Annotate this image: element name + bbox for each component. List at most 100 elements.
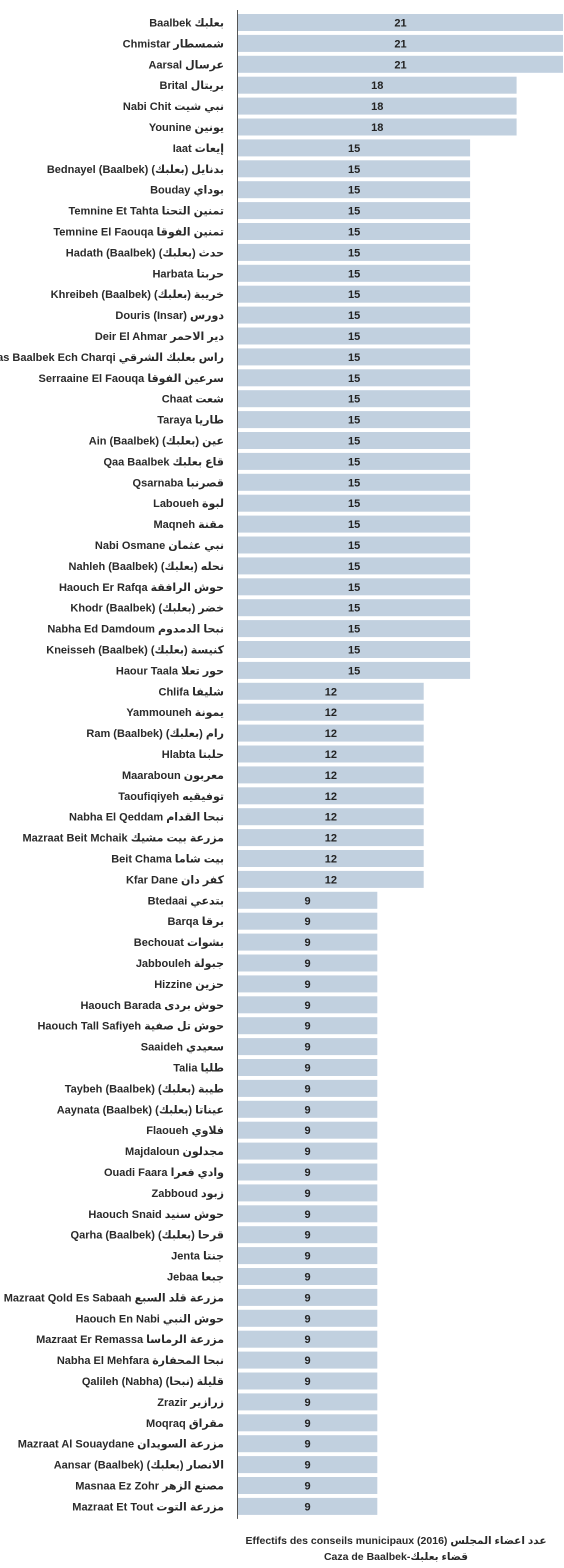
category-label: Chaat شعت (162, 394, 224, 406)
bar (238, 703, 424, 721)
value-label: 9 (305, 1397, 311, 1409)
bar (238, 1393, 378, 1411)
category-label: Saaideh سعيدي (141, 1042, 224, 1054)
value-labels-group: 21 21 21 18 18 18 15 15 15 15 15 15 15 15 15 15 15 15 15 15… (305, 18, 407, 1514)
category-label: Yammouneh يمونة (126, 707, 224, 719)
value-label: 15 (348, 519, 360, 531)
category-label: Qaa Baalbek قاع بعلبك (103, 456, 224, 468)
value-label: 15 (348, 206, 360, 218)
category-label: Baalbek بعلبك (149, 18, 224, 30)
category-label: Nabi Osmane نبي عثمان (95, 540, 224, 552)
value-label: 9 (305, 1188, 311, 1200)
bar (238, 348, 471, 366)
bar (238, 1121, 378, 1139)
bar (238, 1330, 378, 1348)
value-label: 9 (305, 1104, 311, 1116)
value-label: 15 (348, 373, 360, 385)
category-label: Jebaa جبعا (167, 1272, 224, 1284)
category-label: Harbata حربتا (152, 268, 224, 280)
category-label: Haouch Tall Safiyeh حوش تل صفية (37, 1021, 224, 1033)
value-label: 9 (305, 1209, 311, 1221)
value-label: 12 (325, 854, 337, 866)
bar (238, 620, 471, 638)
category-label: Ram (Baalbek) رام (بعلبك) (86, 728, 224, 740)
bar (238, 1163, 378, 1181)
category-labels-group: Baalbek بعلبك Chmistar شمسطار Aarsal عرسال… (0, 18, 225, 1514)
bar (238, 1059, 378, 1076)
category-label: Douris (Insar) دورس (115, 310, 224, 322)
bar (238, 766, 424, 784)
category-label: Mazraat Et Tout مزرعة التوت (72, 1501, 224, 1513)
category-label: Kneisseh (Baalbek) كنيسة (بعلبك) (46, 645, 224, 657)
chart-title-fr: Effectifs des conseils municipaux (2016) (245, 1535, 448, 1547)
value-label: 9 (305, 1272, 311, 1284)
bar (238, 285, 471, 303)
value-label: 15 (348, 352, 360, 364)
category-label: Qalileh (Nabha) قليلة (نبحا) (82, 1376, 224, 1388)
category-label: Majdaloun مجدلون (125, 1146, 224, 1158)
value-label: 21 (394, 59, 406, 71)
bar (238, 1414, 378, 1432)
category-label: Btedaai بتدعي (148, 895, 224, 907)
bar (238, 975, 378, 993)
value-label: 9 (305, 1355, 311, 1367)
bar (238, 306, 471, 324)
value-label: 15 (348, 582, 360, 594)
category-label: Barqa برقا (167, 916, 224, 928)
category-label: Zrazir زرازير (157, 1397, 224, 1409)
value-label: 15 (348, 247, 360, 259)
bar (238, 599, 471, 617)
value-label: 9 (305, 1376, 311, 1388)
bar (238, 933, 378, 951)
bar (238, 641, 471, 658)
bar (238, 515, 471, 533)
category-label: Bechouat بشوات (134, 937, 224, 949)
bar (238, 118, 517, 136)
category-label: Iaat إيعات (173, 143, 224, 155)
category-label: Haour Taala حور تعلا (116, 665, 224, 677)
chart-subtitle: Caza de Baalbek-قضاء بعلبك (323, 1551, 469, 1563)
value-label: 9 (305, 958, 311, 970)
category-label: Ouadi Faara وادي فعرا (104, 1167, 224, 1179)
chart-subtitle-ar: قضاء بعلبك (410, 1551, 469, 1563)
value-label: 9 (305, 1460, 311, 1472)
bar (238, 870, 424, 888)
category-label: Maqneh مقنة (153, 519, 224, 531)
value-label: 15 (348, 624, 360, 636)
value-label: 9 (305, 1021, 311, 1033)
category-label: Talia طليا (173, 1063, 224, 1075)
category-label: Ain (Baalbek) عين (بعلبك) (89, 436, 224, 448)
value-label: 9 (305, 1439, 311, 1451)
bar (238, 912, 378, 930)
category-label: Kfar Dane كفر دان (126, 874, 225, 886)
bar (238, 1226, 378, 1244)
bar (238, 578, 471, 596)
bar (238, 682, 424, 700)
value-label: 12 (325, 770, 337, 782)
bar (238, 996, 378, 1014)
value-label: 9 (305, 1167, 311, 1179)
category-label: Serraaine El Faouqa سرعين الفوقا (39, 373, 225, 385)
value-label: 21 (394, 18, 406, 30)
category-label: Haouch En Nabi حوش النبي (76, 1313, 224, 1325)
bar (238, 390, 471, 408)
bar (238, 724, 424, 742)
value-label: 21 (394, 38, 406, 50)
value-label: 18 (371, 80, 383, 92)
bar (238, 76, 517, 94)
value-label: 12 (325, 728, 337, 740)
category-label: Nabi Chit نبي شيت (123, 101, 224, 113)
value-label: 12 (325, 686, 337, 698)
value-label: 12 (325, 791, 337, 803)
category-label: Mazraat Beit Mchaik مزرعة بيت مشيك (23, 833, 225, 845)
category-label: Jabbouleh جبولة (136, 958, 224, 970)
category-label: Jenta جنتا (171, 1251, 224, 1263)
bar (238, 327, 471, 345)
bar (238, 14, 563, 31)
category-label: Chlifa شليفا (159, 686, 224, 698)
chart-subtitle-fr: Caza de Baalbek (323, 1551, 407, 1563)
bar (238, 787, 424, 805)
bar (238, 1497, 378, 1515)
category-label: Brital بريتال (160, 80, 224, 92)
bar (238, 536, 471, 554)
